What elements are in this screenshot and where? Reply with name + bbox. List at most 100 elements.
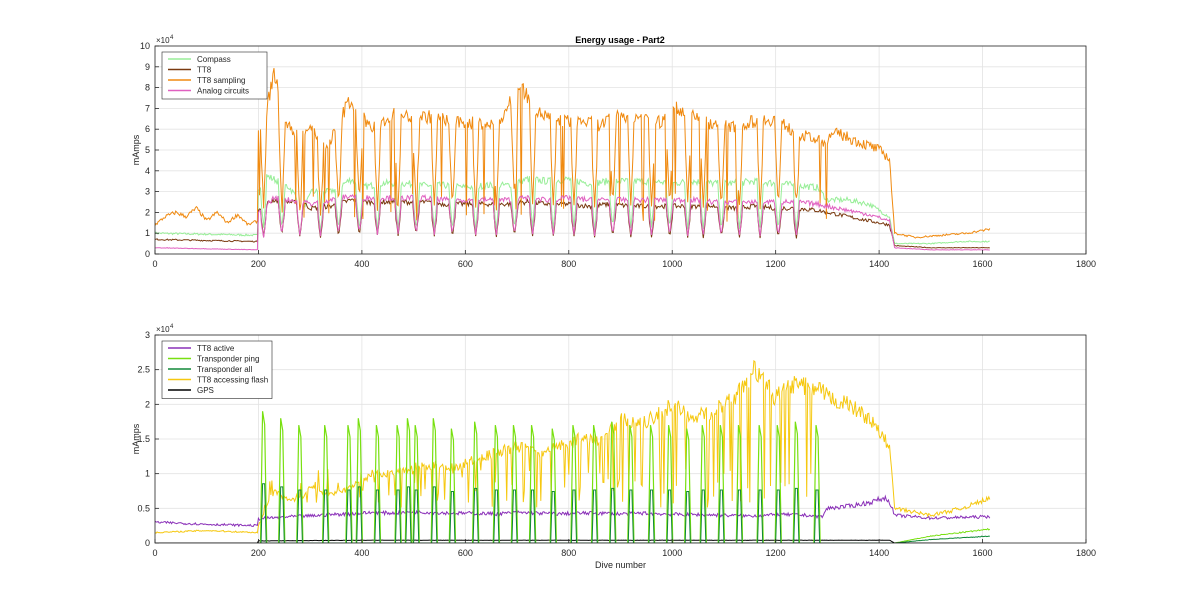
transponder-all-spike — [356, 486, 363, 543]
transponder-all-spike — [591, 489, 598, 543]
legend-label: Analog circuits — [197, 87, 249, 96]
ping-spike — [404, 418, 413, 543]
ping-spike — [492, 425, 501, 543]
legend-label: Transponder ping — [197, 355, 259, 364]
transponder-all-spike — [813, 489, 821, 543]
ping-spike — [448, 428, 457, 543]
ping-spike — [570, 425, 578, 543]
ping-spike — [647, 425, 656, 543]
y-tick-label: 9 — [145, 62, 150, 72]
legend-label: Transponder all — [197, 365, 253, 374]
x-tick-label: 1200 — [766, 548, 786, 558]
ping-spike — [627, 425, 635, 543]
ping-spike — [259, 411, 268, 543]
transponder-all-spike — [472, 487, 479, 543]
legend-box — [161, 340, 273, 399]
x-tick-label: 1000 — [662, 259, 682, 269]
transponder-all-spike — [627, 489, 634, 543]
transponder-all-spike — [511, 489, 518, 543]
figure-title: Energy usage - Part2 — [575, 35, 665, 45]
transponder-all-spike — [700, 489, 707, 543]
x-tick-label: 1800 — [1076, 259, 1096, 269]
transponder-all-spike — [648, 489, 655, 543]
legend-label: TT8 — [197, 66, 212, 75]
y-axis-label: mAmps — [131, 134, 141, 165]
y-tick-label: 1.5 — [137, 434, 150, 444]
ping-spike — [684, 428, 692, 543]
transponder-all-spike — [718, 489, 725, 543]
y-tick-label: 7 — [145, 103, 150, 113]
y-tick-label: 0.5 — [137, 503, 150, 513]
ping-spike — [278, 418, 286, 543]
transponder-all-spike — [493, 489, 500, 543]
transponder-all-spike — [374, 489, 381, 543]
transponder-all-spike — [449, 491, 456, 543]
series-group — [155, 68, 991, 251]
x-tick-label: 1400 — [869, 548, 889, 558]
ping-spike — [296, 425, 304, 543]
x-tick-label: 800 — [561, 259, 576, 269]
x-tick-label: 1800 — [1076, 548, 1096, 558]
transponder-all-spike — [775, 489, 782, 543]
x-tick-label: 1000 — [662, 548, 682, 558]
y-tick-label: 3 — [145, 187, 150, 197]
x-tick-label: 1400 — [869, 259, 889, 269]
y-exponent: ×10 — [156, 36, 170, 45]
transponder-all-spike — [345, 489, 353, 543]
x-tick-label: 1600 — [973, 548, 993, 558]
x-axis-label: Dive number — [595, 560, 646, 570]
x-tick-label: 1200 — [766, 259, 786, 269]
ping-spike — [735, 425, 744, 543]
transponder-all-spike — [570, 489, 578, 543]
y-tick-label: 1 — [145, 228, 150, 238]
bottom-panel: 0 200 400 600 800 1000 1200 1400 1600 1800 0 0.5 1 1.… — [131, 324, 1096, 570]
x-tick-label: 1600 — [973, 259, 993, 269]
transponder-all-spike — [405, 486, 412, 543]
y-exponent-power: 4 — [170, 35, 174, 41]
top-panel: 0 200 400 600 800 1000 1200 1400 1600 1800 0 1 2 3 4 5 6… — [131, 35, 1096, 269]
ping-spike — [394, 425, 402, 543]
ping-spike — [792, 421, 801, 543]
ping-spike — [528, 425, 537, 543]
x-tick-label: 800 — [561, 548, 576, 558]
y-tick-label: 0 — [145, 538, 150, 548]
legend-label: TT8 sampling — [197, 76, 245, 85]
series-line-gps — [155, 539, 990, 543]
transponder-all-spike — [260, 483, 267, 543]
ping-spike — [471, 421, 480, 543]
x-tick-label: 0 — [152, 259, 157, 269]
transponder-all-spike — [431, 486, 438, 543]
transponder-all-spike — [666, 489, 673, 543]
transponder-all-spike — [684, 491, 691, 543]
ping-spike — [430, 418, 439, 543]
ping-spike — [345, 425, 353, 543]
transponder-all-spike — [322, 489, 329, 543]
transponder-all-spike — [609, 487, 616, 543]
transponder-all-spike — [757, 489, 764, 543]
transponder-all-spike — [413, 489, 420, 543]
legend-label: TT8 accessing flash — [197, 376, 268, 385]
y-tick-label: 5 — [145, 145, 150, 155]
ping-spike — [510, 425, 519, 543]
x-tick-label: 600 — [458, 259, 473, 269]
y-tick-label: 2.5 — [137, 365, 150, 375]
ping-spike — [756, 425, 764, 543]
transponder-all-spike — [550, 491, 557, 543]
ping-spike — [321, 425, 330, 543]
legend-label: TT8 active — [197, 344, 235, 353]
y-exponent: ×10 — [156, 325, 170, 334]
y-tick-label: 8 — [145, 83, 150, 93]
transponder-all-spike — [529, 489, 536, 543]
ping-spike — [412, 425, 420, 543]
ping-spike — [813, 425, 821, 543]
x-tick-label: 600 — [458, 548, 473, 558]
y-tick-label: 6 — [145, 124, 150, 134]
ping-spike — [590, 425, 599, 543]
ping-spike — [355, 418, 364, 543]
ping-spike — [665, 425, 674, 543]
ping-spike — [774, 425, 782, 543]
x-tick-label: 400 — [354, 548, 369, 558]
y-tick-label: 3 — [145, 330, 150, 340]
ping-spike — [717, 425, 726, 543]
y-tick-label: 2 — [145, 399, 150, 409]
